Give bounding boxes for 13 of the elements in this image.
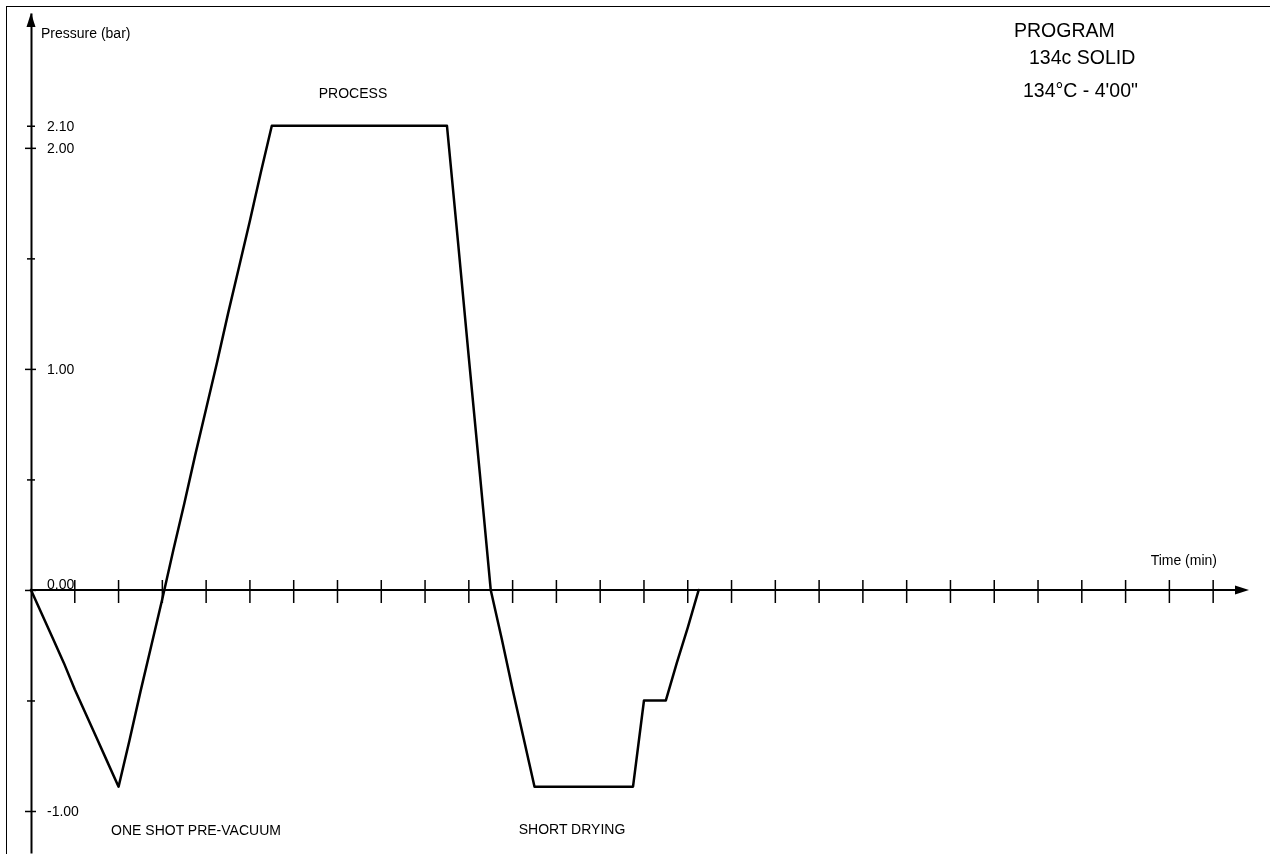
y-tick-label: 2.00 [47,139,75,156]
y-axis-title: Pressure (bar) [41,25,131,41]
annotation: ONE SHOT PRE-VACUUM [111,822,281,838]
y-tick-label: 0.00 [47,575,75,592]
y-tick-label: 2.10 [47,117,75,134]
annotation: SHORT DRYING [518,821,626,837]
y-tick-label: 1.00 [47,360,75,377]
annotation: 134°C - 4'00" [1023,79,1138,101]
y-tick-label: -1.00 [47,802,80,819]
chart-title: PROGRAM [1014,19,1115,41]
text: 134c SOLID [1029,46,1136,68]
annotation: PROCESS [318,85,388,101]
x-axis-title: Time (min) [1150,551,1217,568]
